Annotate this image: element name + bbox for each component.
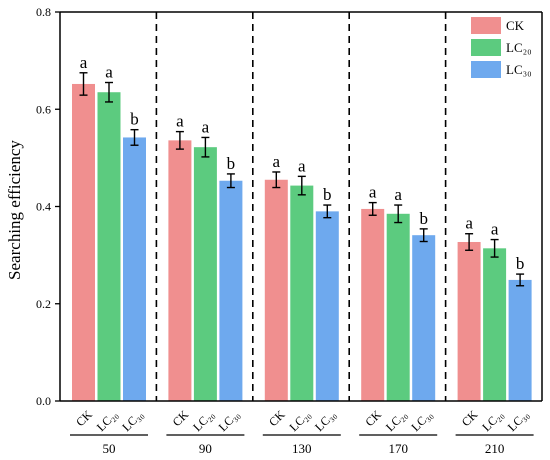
significance-letter: a <box>394 185 402 204</box>
y-tick-label: 0.2 <box>36 297 51 311</box>
bar-category-label: LC₂₀ <box>190 407 217 434</box>
legend-label: LC₂₀ <box>506 40 532 55</box>
significance-letter: a <box>273 152 281 171</box>
bar-50-1 <box>97 92 121 401</box>
significance-letter: a <box>176 112 184 131</box>
bar-category-label: CK <box>170 407 192 429</box>
significance-letter: b <box>323 185 332 204</box>
significance-letter: a <box>491 220 499 239</box>
group-label: 210 <box>485 441 505 456</box>
axes: 0.0 0.2 0.4 0.6 0.8 <box>36 5 543 408</box>
bar-50-0 <box>72 83 95 401</box>
bar-category-label: CK <box>362 407 384 429</box>
bar-category-label: LC₃₀ <box>312 407 339 434</box>
bars <box>72 83 532 401</box>
x-axis-labels: CKLC₂₀LC₃₀50CKLC₂₀LC₃₀90CKLC₂₀LC₃₀130CKL… <box>70 407 534 456</box>
significance-letter: a <box>465 214 473 233</box>
bar-210-1 <box>483 248 507 401</box>
bar-90-1 <box>193 147 217 401</box>
y-axis-label: Searching efficiency <box>5 140 24 280</box>
legend-swatch <box>471 61 501 78</box>
plot-area <box>155 12 447 401</box>
bar-50-2 <box>123 137 146 401</box>
error-bars <box>79 72 525 287</box>
bar-170-1 <box>386 213 410 401</box>
bar-category-label: LC₃₀ <box>408 407 435 434</box>
significance-letter: a <box>202 117 210 136</box>
group-label: 170 <box>388 441 408 456</box>
bar-category-label: LC₃₀ <box>216 407 243 434</box>
significance-letter: a <box>105 63 113 82</box>
bar-category-label: LC₂₀ <box>383 407 410 434</box>
legend-swatch <box>471 39 501 56</box>
bar-210-2 <box>508 279 532 401</box>
bar-category-label: LC₂₀ <box>94 407 121 434</box>
group-label: 50 <box>103 441 116 456</box>
bar-category-label: LC₂₀ <box>286 407 313 434</box>
bar-130-0 <box>264 179 288 401</box>
y-tick-label: 0.6 <box>36 102 51 116</box>
bar-170-2 <box>412 235 436 401</box>
legend-swatch <box>471 17 501 34</box>
bar-category-label: LC₂₀ <box>479 407 506 434</box>
legend: CK LC₂₀ LC₃₀ <box>471 17 532 78</box>
bar-category-label: LC₃₀ <box>119 407 146 434</box>
significance-letter: b <box>419 209 428 228</box>
significance-letter: b <box>516 254 525 273</box>
significance-letter: a <box>80 53 88 72</box>
bar-170-0 <box>361 208 385 401</box>
y-tick-label: 0.0 <box>36 394 51 408</box>
bar-130-1 <box>290 185 314 401</box>
significance-letter: a <box>298 156 306 175</box>
legend-label: CK <box>506 18 525 33</box>
group-label: 90 <box>199 441 212 456</box>
significance-letters: aab a ab a ab a ab a ab <box>80 53 525 273</box>
significance-letter: a <box>369 183 377 202</box>
significance-letter: b <box>130 110 139 129</box>
bar-130-2 <box>315 211 339 401</box>
bar-90-2 <box>219 180 243 401</box>
bar-category-label: CK <box>73 407 95 429</box>
bar-category-label: LC₃₀ <box>505 407 532 434</box>
bar-210-0 <box>457 241 481 401</box>
y-tick-label: 0.4 <box>36 200 51 214</box>
significance-letter: b <box>227 154 236 173</box>
group-label: 130 <box>292 441 312 456</box>
bar-category-label: CK <box>266 407 288 429</box>
y-tick-label: 0.8 <box>36 5 51 19</box>
bar-category-label: CK <box>459 407 481 429</box>
bar-90-0 <box>168 140 192 401</box>
legend-label: LC₃₀ <box>506 62 532 77</box>
